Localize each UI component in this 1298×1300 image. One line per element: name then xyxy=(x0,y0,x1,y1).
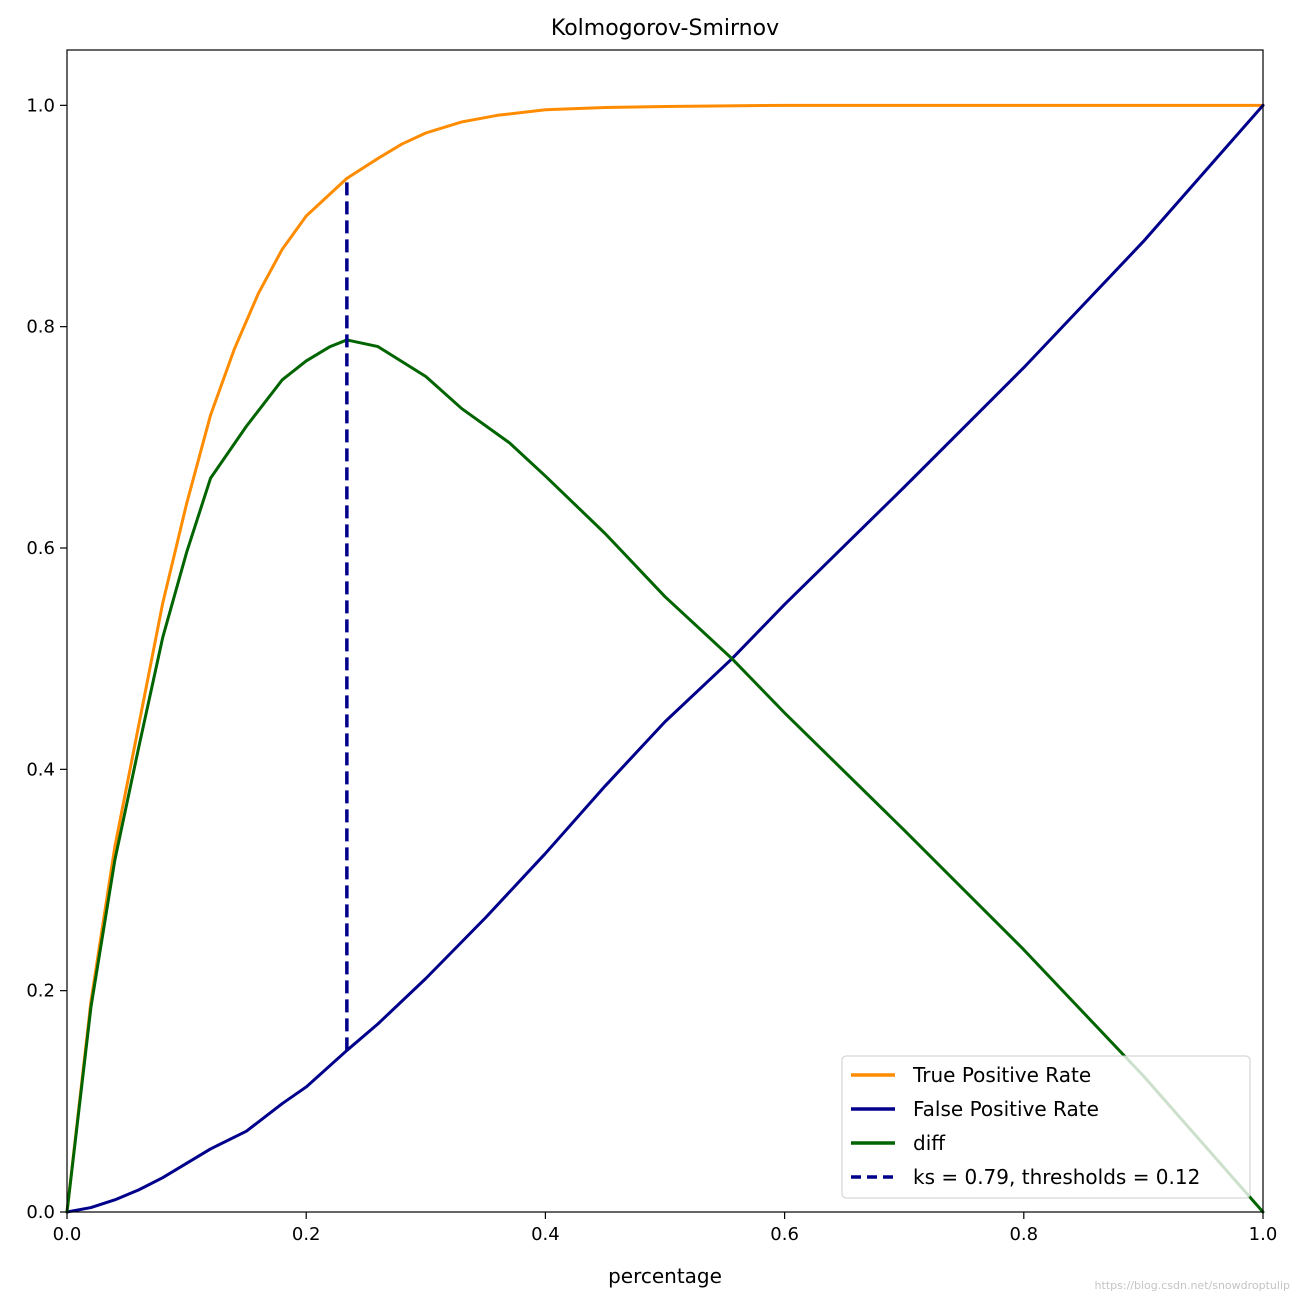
legend-label-false-positive-rate: False Positive Rate xyxy=(913,1097,1099,1121)
legend-label-diff: diff xyxy=(913,1131,946,1155)
y-tick-label: 0.2 xyxy=(26,981,55,1002)
legend-box xyxy=(841,1055,1251,1199)
series-line-false-positive-rate xyxy=(65,103,1265,1214)
legend: True Positive Rate False Positive Rate dif… xyxy=(841,1055,1251,1199)
watermark: https://blog.csdn.net/snowdroptulip xyxy=(1094,1279,1290,1292)
y-tick-label: 0.8 xyxy=(26,317,55,338)
x-tick-label: 1.0 xyxy=(1249,1224,1278,1245)
series-layer xyxy=(65,103,1265,1214)
x-axis-label: percentage xyxy=(608,1264,722,1288)
legend-entries: True Positive Rate False Positive Rate dif… xyxy=(851,1063,1200,1189)
y-tick-label: 1.0 xyxy=(26,95,55,116)
y-tick-label: 0.6 xyxy=(26,538,55,559)
x-tick-label: 0.4 xyxy=(531,1224,560,1245)
y-tick-label: 0.0 xyxy=(26,1202,55,1223)
x-tick-label: 0.6 xyxy=(770,1224,799,1245)
legend-label-true-positive-rate: True Positive Rate xyxy=(912,1063,1091,1087)
series-line-diff xyxy=(65,338,1265,1214)
plot-frame xyxy=(66,49,1264,1213)
series-line-true-positive-rate xyxy=(65,103,1265,1214)
x-tick-label: 0.2 xyxy=(292,1224,321,1245)
legend-label-ks-0-79-thresholds-0-12: ks = 0.79, thresholds = 0.12 xyxy=(913,1165,1200,1189)
x-tick-label: 0.8 xyxy=(1009,1224,1038,1245)
y-axis: 0.0 0.2 0.4 0.6 0.8 1.0 xyxy=(26,95,67,1223)
chart-title: Kolmogorov-Smirnov xyxy=(551,16,779,41)
x-axis: 0.0 0.2 0.4 0.6 0.8 1.0 xyxy=(53,1212,1278,1245)
y-tick-label: 0.4 xyxy=(26,759,55,780)
x-tick-label: 0.0 xyxy=(53,1224,82,1245)
